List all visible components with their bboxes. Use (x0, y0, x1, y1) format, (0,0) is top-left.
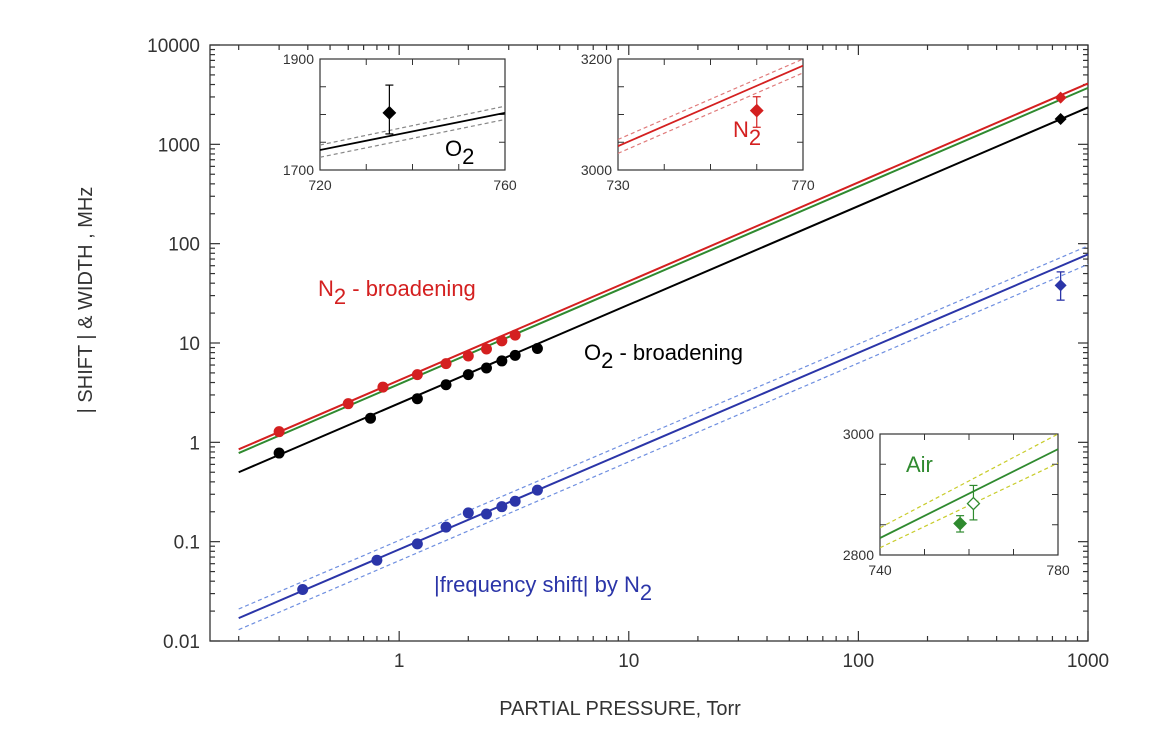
data-point-frequency-shift-by-n2 (496, 501, 508, 513)
data-point-frequency-shift-by-n2 (509, 495, 521, 507)
inset-fit-line (618, 64, 803, 147)
inset-x-tick-label: 760 (493, 177, 517, 193)
inset-fit-band (320, 105, 505, 146)
data-point-frequency-shift-by-n2 (531, 484, 543, 496)
annotation-n2-broadening: N2 - broadening (318, 276, 476, 309)
inset-fit-band (618, 72, 803, 154)
x-tick-label: 1000 (1067, 651, 1109, 672)
inset-fit-line (880, 448, 1058, 539)
data-point-o2-broadening (509, 349, 521, 361)
inset-lines (618, 59, 803, 154)
data-point-o2-broadening (440, 379, 452, 391)
inset-y-tick-label: 3200 (581, 51, 612, 67)
data-point-n2-broadening (496, 335, 508, 347)
inset-x-tick-label: 740 (868, 562, 892, 578)
data-point-frequency-shift-by-n2 (440, 521, 452, 533)
fit-line-air (238, 86, 1089, 454)
inset-y-tick-label: 1700 (283, 162, 314, 178)
data-point-o2-broadening (496, 355, 508, 367)
y-tick-label: 10000 (147, 36, 200, 57)
data-point-n2-broadening (342, 398, 354, 410)
data-point-frequency-shift-by-n2 (411, 538, 423, 550)
data-point-n2-broadening (377, 381, 389, 393)
data-point-n2-broadening (411, 369, 423, 381)
x-tick-label: 10 (618, 651, 639, 672)
data-point-n2-broadening (480, 343, 492, 355)
data-point-o2-broadening (364, 412, 376, 424)
inset-lines (320, 105, 505, 158)
data-point-n2-broadening (440, 358, 452, 370)
data-point-frequency-shift-by-n2 (480, 508, 492, 520)
x-axis-label: PARTIAL PRESSURE, Torr (499, 698, 741, 720)
y-tick-label: 10 (179, 334, 200, 355)
inset-x-tick-label: 720 (308, 177, 332, 193)
y-tick-label: 0.01 (163, 632, 200, 653)
data-point-o2-broadening (462, 369, 474, 381)
x-tick-label: 100 (843, 651, 875, 672)
inset-y-tick-label: 3000 (581, 162, 612, 178)
inset-y-tick-label: 3000 (843, 426, 874, 442)
data-point-n2-broadening (1054, 91, 1067, 104)
inset-fit-band (880, 434, 1058, 529)
inset-frame (617, 58, 804, 171)
inset-x-tick-label: 730 (606, 177, 630, 193)
inset-data-point (749, 103, 764, 118)
annotation-shift-n2: |frequency shift| by N2 (434, 572, 652, 605)
inset-frame (319, 58, 506, 171)
inset-air: 740 780 2800 3000 Air (843, 426, 1070, 578)
fit-band-frequency-shift-by-n2 (238, 263, 1089, 631)
data-point-o2-broadening (1054, 112, 1067, 125)
data-point-n2-broadening (273, 426, 285, 438)
inset-data-point (953, 516, 968, 531)
data-point-n2-broadening (509, 329, 521, 341)
inset-label: Air (906, 452, 933, 477)
inset-fit-line (320, 111, 505, 151)
data-point-n2-broadening (462, 350, 474, 362)
y-axis-label: | SHIFT | & WIDTH , MHz (75, 187, 97, 414)
data-point-o2-broadening (531, 343, 543, 355)
y-tick-label: 1000 (158, 135, 200, 156)
data-point-frequency-shift-by-n2 (297, 583, 309, 595)
inset-y-tick-label: 1900 (283, 51, 314, 67)
fit-line-o2-broadening (238, 106, 1089, 474)
y-tick-label: 0.1 (174, 533, 200, 554)
inset-data-point (382, 105, 397, 120)
data-point-o2-broadening (480, 362, 492, 374)
inset-fit-band (618, 59, 803, 141)
data-point-frequency-shift-by-n2 (462, 507, 474, 519)
inset-x-tick-label: 770 (791, 177, 815, 193)
main-plot: 1 10 100 1000 0.01 0.1 1 10 100 1000 10000 (147, 36, 1109, 672)
inset-x-tick-label: 780 (1046, 562, 1070, 578)
data-point-frequency-shift-by-n2 (371, 554, 383, 566)
inset-data-point (966, 496, 981, 511)
annotation-o2-broadening: O2 - broadening (584, 340, 743, 373)
y-tick-label: 1 (189, 433, 200, 454)
y-tick-label: 100 (168, 235, 200, 256)
inset-fit-band (320, 118, 505, 158)
x-tick-label: 1 (394, 651, 405, 672)
data-point-o2-broadening (273, 447, 285, 459)
data-point-o2-broadening (411, 393, 423, 405)
inset-y-tick-label: 2800 (843, 547, 874, 563)
data-point-frequency-shift-by-n2 (1054, 279, 1067, 292)
